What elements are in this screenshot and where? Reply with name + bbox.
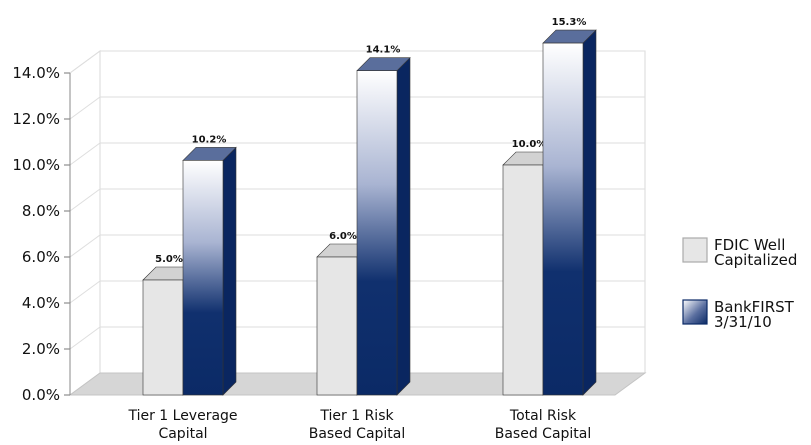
side-wall <box>69 50 101 396</box>
y-tick-label: 0.0% <box>22 386 60 404</box>
category-label: Total Risk <box>509 408 577 424</box>
category-label: Tier 1 Leverage <box>127 408 237 424</box>
legend-label: BankFIRST <box>714 298 795 316</box>
legend-label: Capitalized <box>714 251 797 269</box>
legend-swatch <box>682 299 708 325</box>
gridline <box>69 280 645 304</box>
y-tick-label: 8.0% <box>22 202 60 220</box>
bar <box>356 70 398 396</box>
y-axis: 0.0% 2.0% 4.0% 6.0% 8.0% 10.0% 12.0% 14.0% <box>12 64 71 404</box>
gridline <box>69 50 645 74</box>
bar <box>142 279 184 396</box>
bar <box>542 42 584 396</box>
category-label: Capital <box>158 426 207 442</box>
data-label: 6.0% <box>329 231 357 242</box>
bar <box>502 164 544 396</box>
y-tick-label: 14.0% <box>12 64 60 82</box>
gridline <box>69 96 645 120</box>
legend-label: 3/31/10 <box>714 313 772 331</box>
bar-side <box>222 146 237 396</box>
data-label: 10.0% <box>512 139 547 150</box>
bar <box>182 160 224 396</box>
data-label: 10.2% <box>192 134 227 145</box>
category-label: Tier 1 Risk <box>319 408 394 424</box>
y-tick-label: 10.0% <box>12 156 60 174</box>
category-label: Based Capital <box>495 426 592 442</box>
bar <box>316 256 358 396</box>
legend-swatch <box>682 237 708 263</box>
data-label: 15.3% <box>552 17 587 28</box>
bars: 5.0% 10.2% 6.0% 14.1% 10.0% 15.3% <box>142 17 597 396</box>
data-label: 14.1% <box>366 45 401 56</box>
legend-label: FDIC Well <box>714 236 785 254</box>
y-tick-label: 12.0% <box>12 110 60 128</box>
gridlines <box>69 50 645 350</box>
gridline <box>69 188 645 212</box>
y-tick-label: 4.0% <box>22 294 60 312</box>
category-label: Based Capital <box>309 426 406 442</box>
gridline <box>69 326 645 350</box>
gridline <box>69 142 645 166</box>
y-tick-label: 2.0% <box>22 340 60 358</box>
bar-side <box>582 29 597 396</box>
x-axis: Tier 1 Leverage Capital Tier 1 Risk Based C… <box>127 408 591 442</box>
bar-side <box>396 56 411 396</box>
gridline <box>69 234 645 258</box>
data-label: 5.0% <box>155 254 183 265</box>
y-tick-label: 6.0% <box>22 248 60 266</box>
